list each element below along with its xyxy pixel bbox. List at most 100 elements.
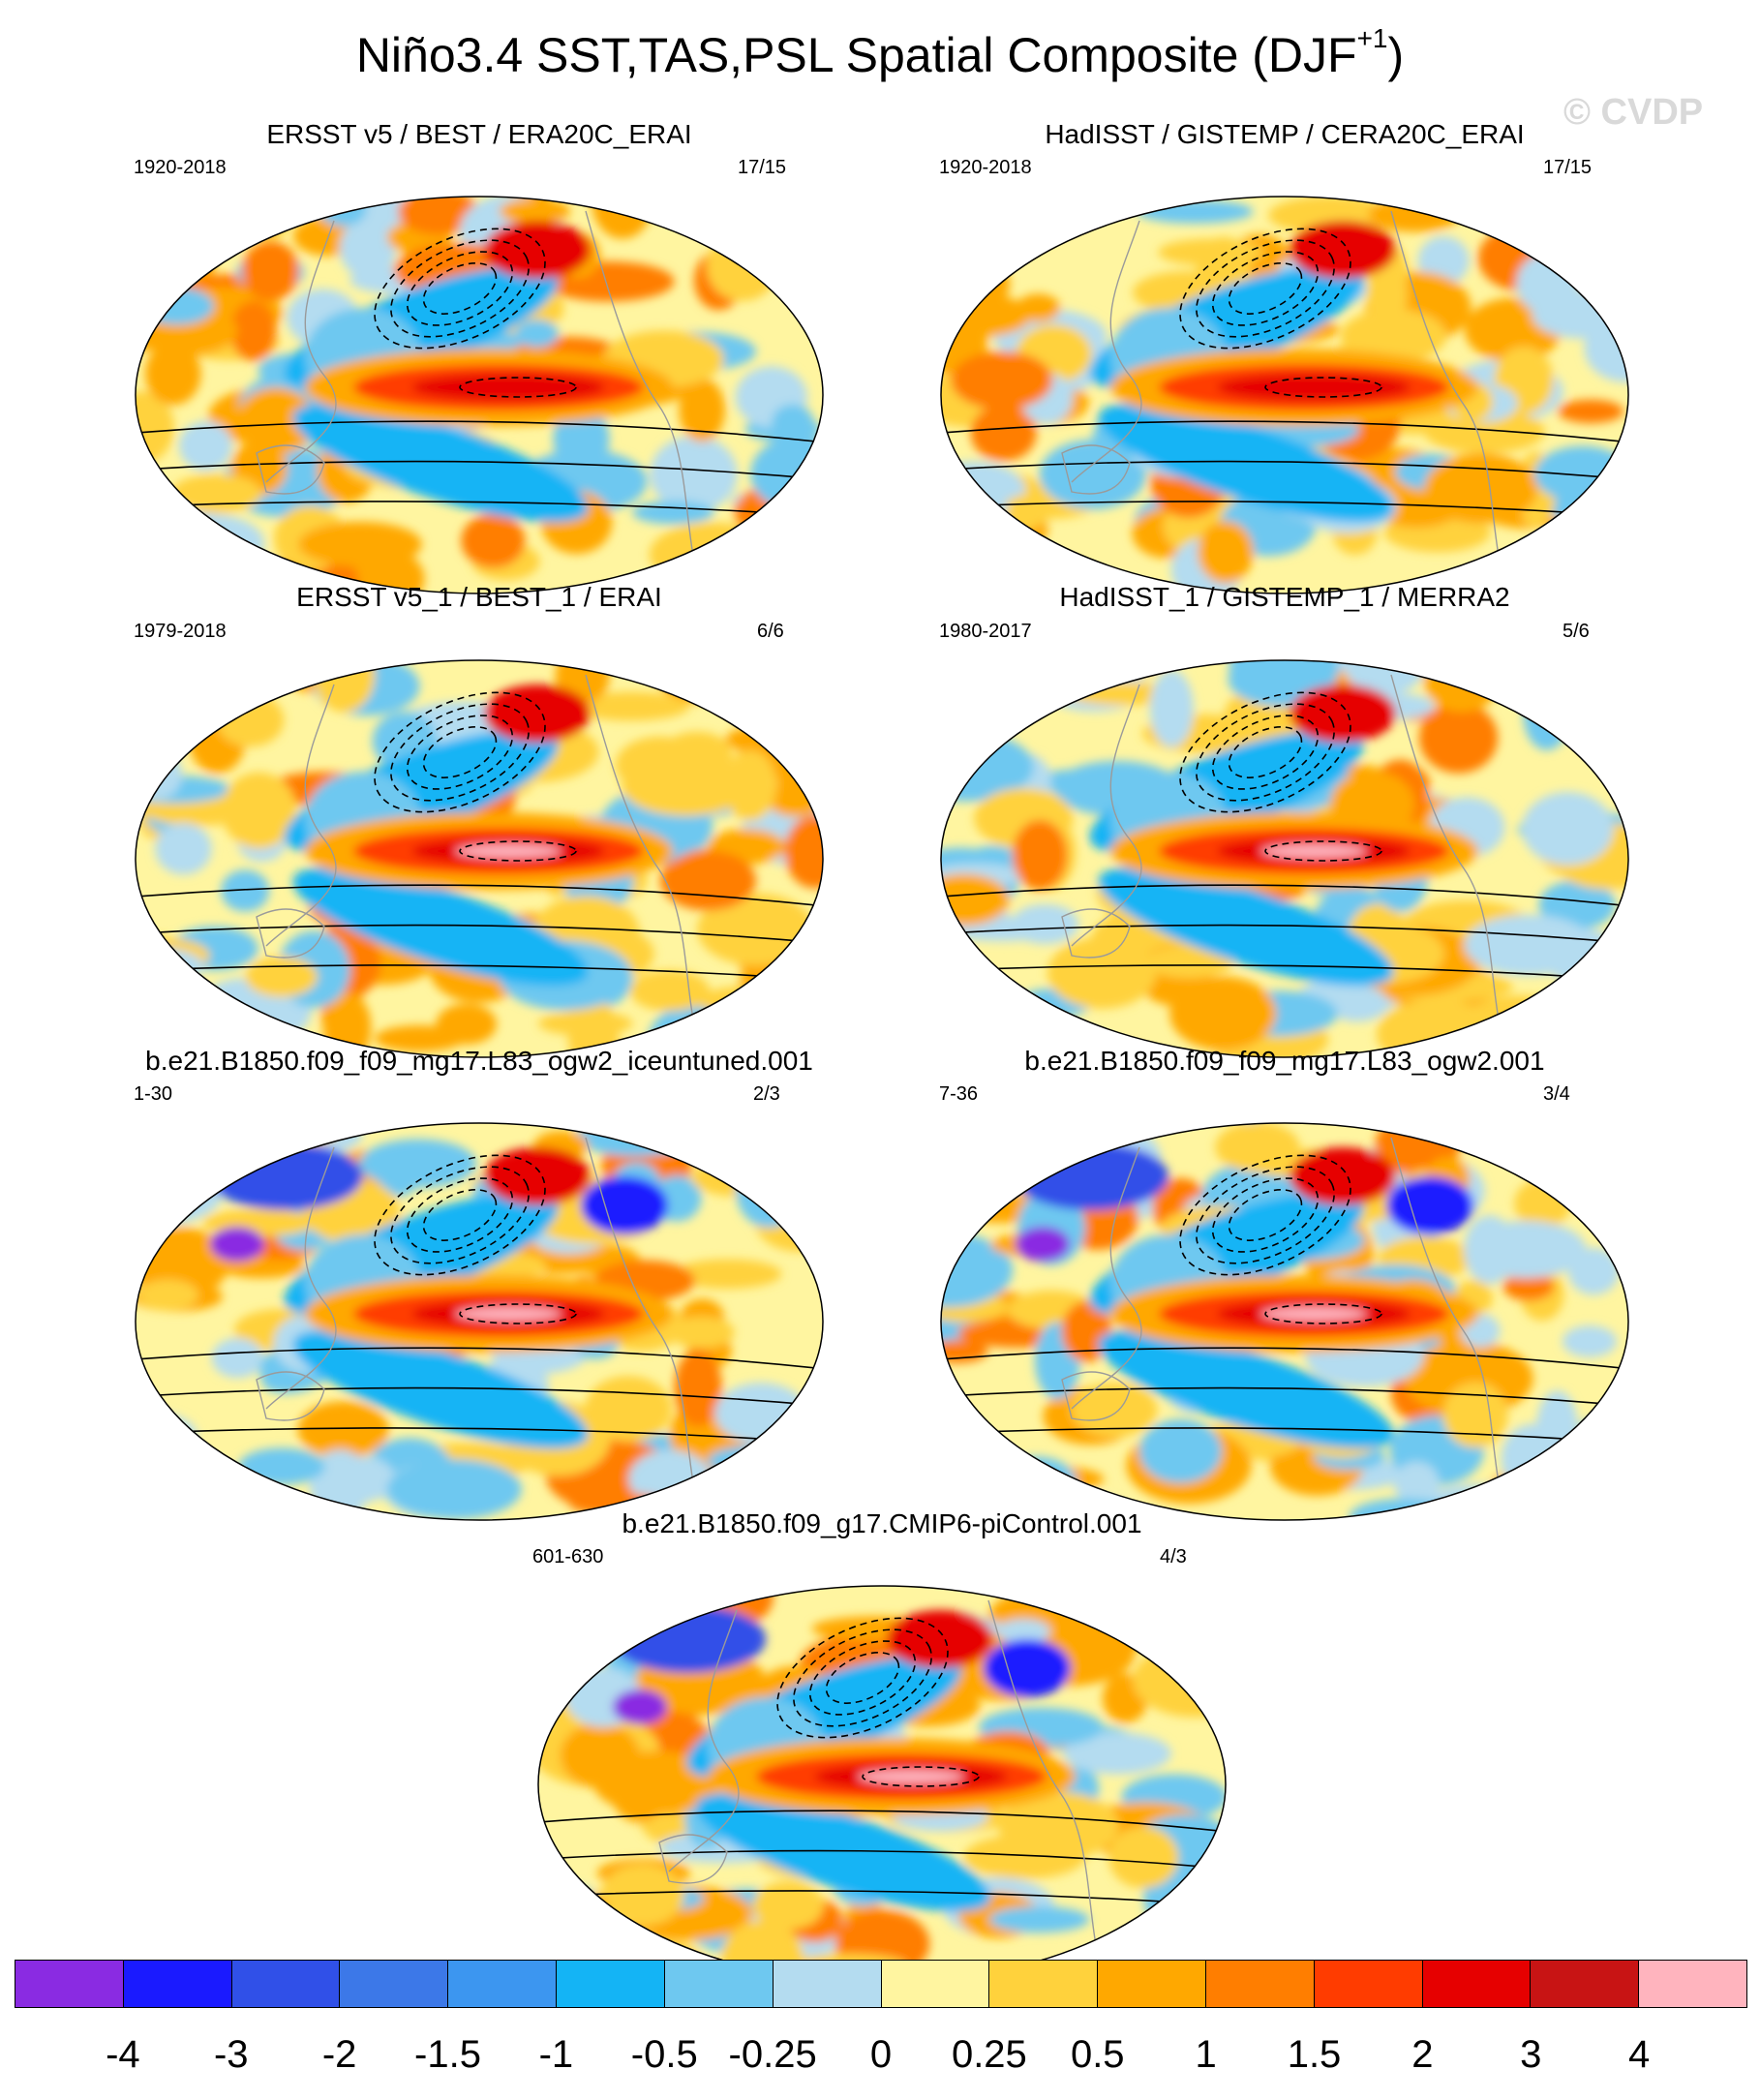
psl-contours [136, 228, 823, 518]
anomaly-blob [784, 814, 823, 889]
cold-lobe-south [292, 403, 589, 523]
contour-high [136, 460, 823, 481]
contour-high [136, 501, 823, 518]
anomaly-blob [969, 1464, 1105, 1494]
anomaly-blob [1059, 660, 1170, 674]
anomaly-blob [1393, 1461, 1440, 1506]
warm-north-america [1290, 1147, 1396, 1205]
watermark: © CVDP [1563, 92, 1704, 133]
anomaly-blob [1558, 399, 1624, 424]
composite-map [940, 1122, 1629, 1521]
anomaly-blob [1198, 521, 1254, 584]
anomaly-blob [650, 436, 738, 512]
anomaly-blob [572, 691, 690, 721]
anomaly-blob [1071, 1383, 1158, 1437]
anomaly-blob [688, 1439, 807, 1514]
contour-equatorial [459, 840, 577, 862]
panel-count: 17/15 [1543, 157, 1593, 178]
contour-low [406, 715, 514, 790]
anomaly-blob [154, 513, 265, 573]
anomaly-blob [1579, 1415, 1628, 1443]
panel-title: HadISST_1 / GISTEMP_1 / MERRA2 [1059, 582, 1510, 612]
contour-low [374, 1154, 546, 1276]
anomaly-blob [1442, 1382, 1508, 1448]
composite-map [135, 1122, 824, 1521]
anomaly-blob [1558, 1453, 1614, 1520]
anomaly-blob [1169, 976, 1277, 1050]
warm-tongue-peak [455, 844, 561, 858]
cold-lobe-south [1098, 1329, 1394, 1449]
colorbar-swatch [123, 1961, 232, 2007]
anomaly-blob [1472, 995, 1569, 1028]
contour-low [390, 703, 530, 802]
anomaly-blob [1523, 677, 1571, 750]
panel-count: 5/6 [1563, 621, 1590, 642]
anomaly-blob [221, 869, 270, 912]
contour-low [1196, 703, 1335, 802]
coast-americas [585, 1137, 703, 1516]
anomaly-blob [697, 893, 814, 965]
anomaly-blob [1554, 1123, 1628, 1144]
anomaly-blob [736, 1153, 803, 1229]
colorbar-tick-label: 3 [1520, 2033, 1542, 2076]
anomaly-blob [963, 1834, 1086, 1879]
anomaly-blob [360, 197, 408, 239]
anomaly-blob [236, 387, 316, 455]
anomaly-blob [229, 300, 277, 361]
coast-australia [1061, 1371, 1131, 1421]
anomaly-blob [752, 1881, 824, 1930]
anomaly-blob [752, 1171, 823, 1202]
panel-period: 1979-2018 [134, 621, 227, 642]
panel-period: 601-630 [532, 1546, 604, 1567]
coast-australia [256, 1371, 325, 1421]
coast-asia [265, 220, 337, 483]
anomaly-blob [1047, 937, 1157, 1009]
coast-australia [1061, 908, 1131, 959]
coastlines [1061, 210, 1508, 590]
contour-high [941, 460, 1628, 481]
colorbar-swatch [1314, 1961, 1423, 2007]
contour-low [1211, 251, 1320, 326]
anomaly-blob [1063, 1732, 1171, 1775]
cold-tibet [613, 1689, 667, 1724]
composite-map [940, 659, 1629, 1058]
anomaly-blob [216, 693, 285, 747]
coast-americas [1390, 210, 1508, 590]
cold-north-america [984, 1639, 1071, 1697]
panel-period: 1920-2018 [134, 157, 227, 178]
coastlines [658, 1599, 1106, 1979]
anomaly-blob [706, 231, 778, 301]
anomaly-blob [136, 1123, 226, 1166]
coast-australia [1061, 444, 1131, 495]
anomaly-blob [1418, 702, 1499, 774]
psl-contours [941, 691, 1628, 982]
colorbar-swatch [15, 1961, 124, 2007]
anomaly-blob [1522, 792, 1614, 866]
cold-lobe-south [292, 1329, 589, 1449]
warm-north-america [1290, 685, 1396, 743]
anomaly-blob [941, 986, 1007, 1038]
anomaly-blob [136, 687, 182, 729]
anomaly-blob [714, 660, 771, 708]
coast-americas [585, 210, 703, 590]
anomaly-blob [761, 1125, 807, 1199]
warm-north-america [887, 1610, 993, 1668]
coast-americas [1390, 674, 1508, 1053]
anomaly-blob [386, 1459, 522, 1520]
colorbar-swatch [989, 1961, 1099, 2007]
anomaly-blob [136, 677, 255, 713]
psl-contours [538, 1617, 1226, 1907]
contour-high [136, 1427, 823, 1445]
cold-tibet [210, 1227, 264, 1262]
contour-high [538, 1849, 1226, 1871]
warm-north-america [484, 221, 591, 279]
anomaly-blob [629, 970, 710, 1012]
anomaly-blob [155, 823, 212, 875]
map-border [135, 659, 824, 1058]
contour-high [136, 884, 823, 908]
anomaly-blob [249, 206, 288, 241]
contour-low [1196, 1166, 1335, 1264]
anomaly-blob [1166, 1587, 1226, 1620]
psl-contours [136, 1154, 823, 1445]
colorbar-swatch [340, 1961, 449, 2007]
